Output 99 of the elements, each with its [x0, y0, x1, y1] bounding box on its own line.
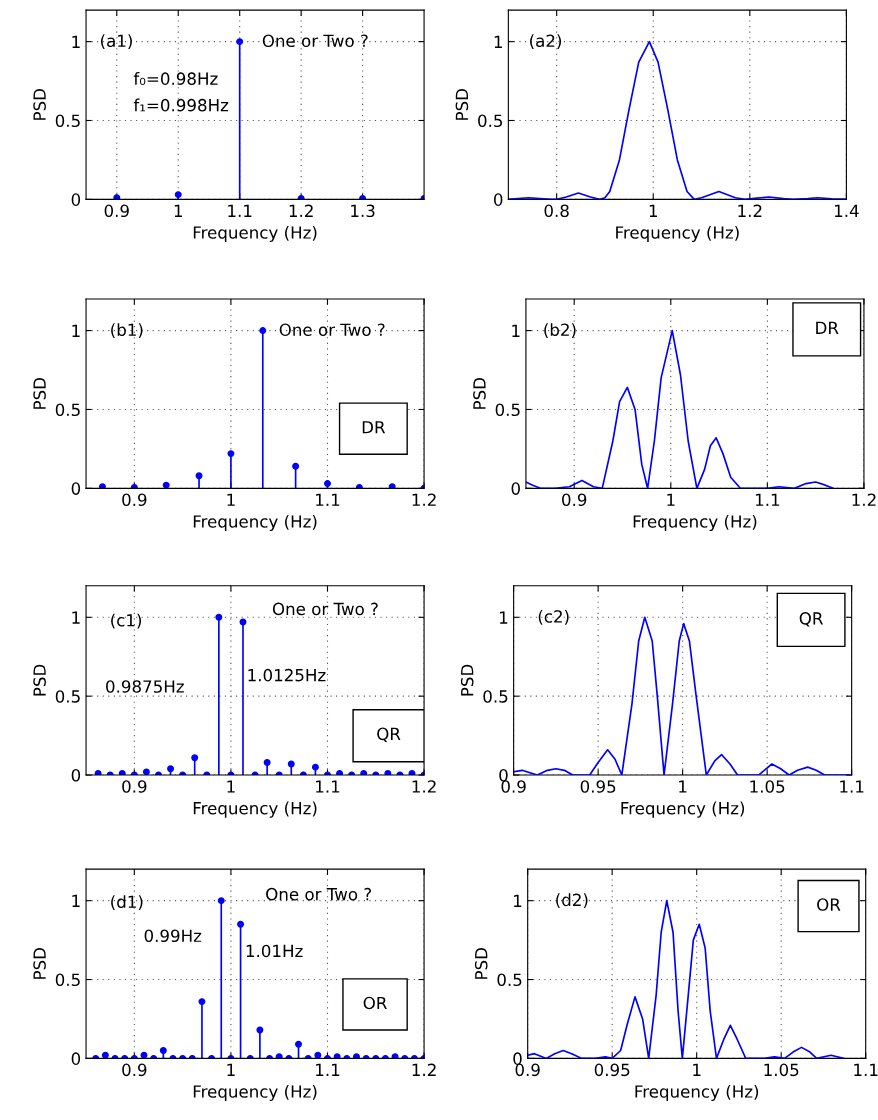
annotation: OR	[363, 996, 387, 1010]
y-tick-label: 1	[514, 894, 522, 907]
x-axis-title: Frequency (Hz)	[633, 514, 757, 531]
annotation: f₁=0.998Hz	[133, 98, 229, 112]
x-tick-label: 1	[667, 493, 675, 506]
x-tick-label: 0.95	[580, 780, 616, 793]
annotation: 0.99Hz	[144, 929, 202, 943]
annotation: (d2)	[556, 893, 588, 909]
annotation: One or Two ?	[262, 34, 368, 48]
y-tick-label: 1	[72, 324, 80, 337]
x-tick-label: 1	[649, 204, 657, 217]
y-tick-label: 0	[494, 193, 503, 206]
x-tick-label: 1	[227, 493, 235, 506]
y-tick-label: 0	[71, 193, 81, 206]
annotation: (d1)	[111, 895, 143, 910]
x-tick-label: 1.05	[750, 780, 785, 793]
x-tick-label: 0.9	[122, 493, 147, 507]
y-axis-title: PSD	[473, 377, 486, 409]
x-tick-label: 1.1	[755, 493, 780, 506]
annotation: (c2)	[538, 609, 569, 625]
y-tick-label: 1	[72, 894, 80, 907]
y-tick-label: 0	[513, 1052, 522, 1065]
annotation: (a2)	[530, 34, 562, 50]
x-axis-title: Frequency (Hz)	[621, 801, 745, 818]
annotation: (b1)	[111, 323, 143, 339]
x-tick-label: 0.9	[562, 493, 587, 507]
y-tick-label: 0.5	[497, 973, 522, 987]
y-axis-title: PSD	[33, 377, 46, 409]
y-tick-label: 0	[511, 482, 520, 495]
x-tick-label: 1.1	[228, 204, 252, 217]
x-tick-label: 0.9	[122, 780, 147, 793]
y-tick-label: 1	[500, 611, 508, 624]
y-tick-label: 1	[512, 324, 520, 337]
annotation: DR	[816, 321, 839, 334]
y-tick-label: 0	[71, 1052, 81, 1065]
x-axis-title: Frequency (Hz)	[635, 1084, 759, 1102]
y-tick-label: 1	[494, 35, 502, 48]
y-tick-label: 0.5	[483, 690, 508, 703]
x-tick-label: 1.2	[412, 780, 436, 793]
annotation: DR	[362, 421, 386, 434]
x-tick-label: 1.1	[840, 780, 864, 793]
x-tick-label: 1.1	[316, 780, 340, 793]
x-tick-label: 0.9	[501, 780, 526, 793]
y-tick-label: 0.5	[55, 403, 80, 417]
annotation: 0.9875Hz	[106, 680, 184, 693]
y-axis-title: PSD	[474, 948, 488, 979]
y-axis-title: PSD	[33, 664, 46, 696]
x-tick-label: 1.3	[351, 204, 375, 218]
y-tick-label: 0	[71, 482, 81, 495]
x-axis-title: Frequency (Hz)	[193, 514, 317, 531]
x-tick-label: 0.8	[544, 204, 569, 218]
x-tick-label: 0.9	[104, 204, 129, 218]
y-tick-label: 1	[72, 35, 80, 48]
x-tick-label: 1.1	[854, 1063, 878, 1076]
x-tick-label: 1	[693, 1063, 701, 1076]
x-tick-label: 1	[679, 780, 687, 793]
y-tick-label: 0.5	[495, 403, 520, 417]
y-axis-title: PSD	[455, 88, 469, 120]
annotation: 1.0125Hz	[248, 668, 326, 682]
x-tick-label: 0.9	[122, 1063, 147, 1077]
annotation: (a1)	[101, 34, 132, 50]
y-tick-label: 1	[72, 611, 80, 624]
x-tick-label: 1.2	[412, 493, 436, 506]
annotation: One or Two ?	[272, 602, 378, 616]
x-axis-title: Frequency (Hz)	[193, 225, 317, 243]
y-tick-label: 0.5	[55, 114, 80, 128]
annotation: One or Two ?	[266, 887, 372, 901]
annotation: QR	[377, 727, 401, 743]
x-tick-label: 1.2	[738, 204, 762, 217]
y-axis-title: PSD	[33, 948, 46, 979]
x-tick-label: 1	[227, 1063, 235, 1076]
y-tick-label: 0.5	[478, 114, 503, 128]
x-tick-label: 1	[174, 204, 182, 217]
x-tick-label: 0.9	[515, 1063, 540, 1077]
annotation: OR	[817, 898, 841, 911]
x-tick-label: 1	[227, 780, 235, 793]
y-tick-label: 0.5	[55, 690, 80, 703]
x-tick-label: 1.05	[764, 1063, 799, 1077]
x-tick-label: 1.2	[852, 493, 876, 506]
annotation: (c1)	[111, 613, 142, 629]
x-tick-label: 1.2	[412, 1063, 436, 1076]
y-tick-label: 0	[71, 769, 81, 782]
x-tick-label: 1.1	[316, 1063, 340, 1076]
x-axis-title: Frequency (Hz)	[193, 801, 317, 818]
x-tick-label: 1.1	[316, 493, 340, 506]
y-tick-label: 0	[499, 769, 508, 782]
x-tick-label: 1.2	[289, 204, 313, 217]
x-axis-title: Frequency (Hz)	[193, 1084, 317, 1102]
annotation: f₀=0.98Hz	[133, 72, 218, 85]
y-axis-title: PSD	[33, 88, 46, 120]
x-tick-label: 0.95	[594, 1063, 630, 1077]
y-tick-label: 0.5	[55, 973, 80, 987]
y-axis-title: PSD	[460, 664, 474, 696]
annotation: (b2)	[544, 323, 576, 339]
annotation: 1.01Hz	[246, 944, 303, 958]
annotation: One or Two ?	[279, 323, 385, 337]
x-axis-title: Frequency (Hz)	[616, 225, 739, 243]
annotation: QR	[799, 612, 823, 627]
x-tick-label: 1.4	[834, 204, 859, 217]
